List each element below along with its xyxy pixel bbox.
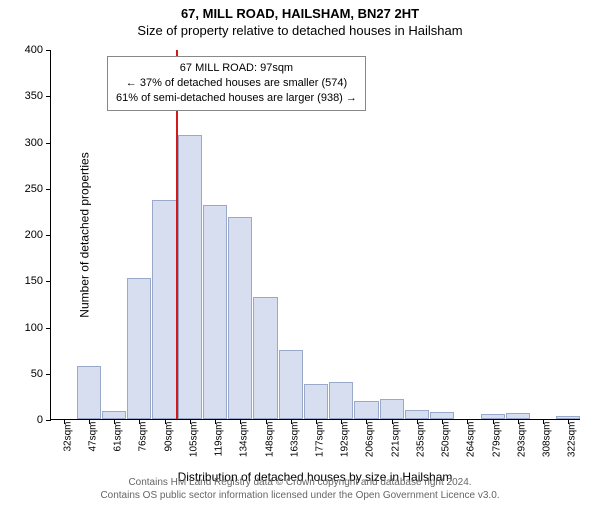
y-tick-label: 200: [11, 229, 43, 241]
histogram-bar: [102, 411, 126, 419]
y-tick-label: 0: [11, 414, 43, 426]
annotation-line: 67 MILL ROAD: 97sqm: [116, 61, 357, 76]
x-tick-label: 105sqm: [188, 422, 199, 458]
x-tick-label: 221sqm: [390, 422, 401, 458]
chart-container: Number of detached properties 0501001502…: [50, 50, 580, 420]
annotation-box: 67 MILL ROAD: 97sqm← 37% of detached hou…: [107, 56, 366, 111]
y-tick: [46, 143, 51, 144]
y-tick-label: 100: [11, 322, 43, 334]
histogram-bar: [354, 401, 378, 419]
histogram-bar: [304, 384, 328, 419]
y-tick: [46, 420, 51, 421]
y-tick-label: 250: [11, 183, 43, 195]
x-tick-label: 163sqm: [289, 422, 300, 458]
y-tick-label: 400: [11, 44, 43, 56]
x-tick-label: 32sqm: [62, 422, 73, 452]
x-tick-label: 308sqm: [542, 422, 553, 458]
histogram-bar: [203, 205, 227, 419]
x-tick-label: 235sqm: [415, 422, 426, 458]
x-tick-label: 250sqm: [441, 422, 452, 458]
histogram-bar: [253, 297, 277, 419]
y-tick: [46, 235, 51, 236]
y-tick: [46, 96, 51, 97]
y-tick-label: 50: [11, 368, 43, 380]
histogram-bar: [228, 217, 252, 419]
y-tick-label: 350: [11, 90, 43, 102]
y-tick: [46, 374, 51, 375]
x-tick-label: 279sqm: [491, 422, 502, 458]
histogram-bar: [430, 412, 454, 419]
footer-line-2: Contains OS public sector information li…: [0, 489, 600, 502]
histogram-bar: [178, 135, 202, 419]
histogram-bar: [127, 278, 151, 419]
x-tick-label: 134sqm: [239, 422, 250, 458]
footer-attribution: Contains HM Land Registry data © Crown c…: [0, 476, 600, 502]
histogram-bar: [152, 200, 176, 419]
x-tick-label: 206sqm: [365, 422, 376, 458]
y-tick: [46, 50, 51, 51]
footer-line-1: Contains HM Land Registry data © Crown c…: [0, 476, 600, 489]
histogram-bar: [77, 366, 101, 419]
x-tick-label: 61sqm: [113, 422, 124, 452]
y-tick: [46, 189, 51, 190]
x-tick-label: 264sqm: [466, 422, 477, 458]
page-title: 67, MILL ROAD, HAILSHAM, BN27 2HT: [0, 6, 600, 21]
plot-area: 05010015020025030035040032sqm47sqm61sqm7…: [50, 50, 580, 420]
x-tick-label: 119sqm: [214, 422, 225, 457]
page-subtitle: Size of property relative to detached ho…: [0, 23, 600, 38]
x-tick-label: 90sqm: [163, 422, 174, 452]
histogram-bar: [329, 382, 353, 419]
histogram-bar: [279, 350, 303, 419]
x-tick-label: 76sqm: [138, 422, 149, 452]
x-tick-label: 148sqm: [264, 422, 275, 458]
x-tick-label: 322sqm: [567, 422, 578, 458]
x-tick-label: 47sqm: [87, 422, 98, 452]
y-tick: [46, 328, 51, 329]
histogram-bar: [380, 399, 404, 419]
y-tick-label: 300: [11, 137, 43, 149]
annotation-line: 61% of semi-detached houses are larger (…: [116, 91, 357, 106]
x-tick-label: 192sqm: [340, 422, 351, 458]
histogram-bar: [405, 410, 429, 419]
y-tick-label: 150: [11, 275, 43, 287]
x-tick-label: 293sqm: [516, 422, 527, 458]
y-tick: [46, 281, 51, 282]
annotation-line: ← 37% of detached houses are smaller (57…: [116, 76, 357, 91]
x-tick-label: 177sqm: [315, 422, 326, 458]
